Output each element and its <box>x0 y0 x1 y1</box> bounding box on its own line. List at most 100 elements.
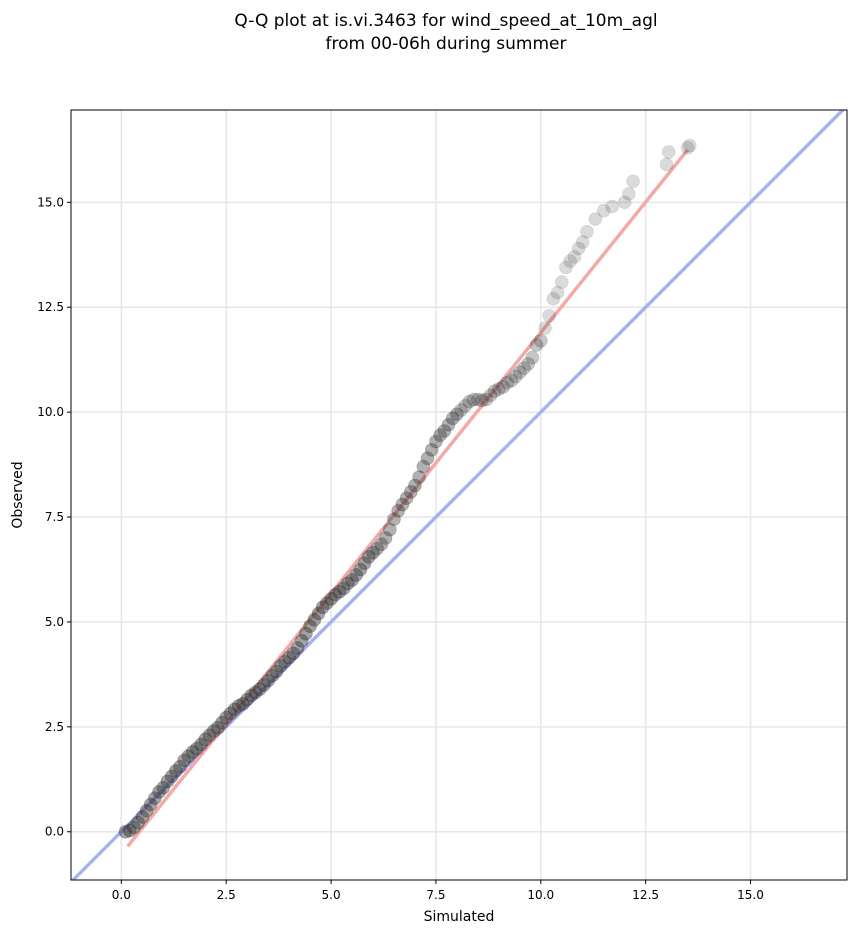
data-point <box>682 138 697 153</box>
data-point <box>265 668 280 683</box>
data-point <box>437 424 452 438</box>
data-point <box>479 392 494 407</box>
data-point <box>273 659 288 673</box>
data-point <box>278 654 292 669</box>
data-point <box>433 428 448 443</box>
data-point <box>135 810 150 824</box>
chart-title-line-2: from 00-06h during summer <box>326 34 567 54</box>
data-point <box>311 606 326 621</box>
data-point <box>424 442 439 457</box>
data-point <box>571 241 586 256</box>
data-point <box>621 187 636 201</box>
data-point <box>680 140 695 155</box>
y-tick-label: 15.0 <box>37 195 64 209</box>
data-point <box>131 815 146 830</box>
data-point <box>546 291 561 306</box>
data-point <box>143 797 158 812</box>
y-tick-label: 7.5 <box>45 510 64 524</box>
data-point <box>382 522 397 537</box>
data-point <box>194 737 208 752</box>
data-point <box>517 361 531 375</box>
data-point <box>554 275 569 289</box>
data-point <box>206 724 221 738</box>
data-point <box>177 753 192 768</box>
data-point <box>290 641 305 655</box>
data-point <box>332 584 347 599</box>
data-point <box>340 576 355 591</box>
data-point <box>596 203 611 218</box>
data-point <box>661 145 676 159</box>
data-point <box>538 321 552 336</box>
data-point <box>533 333 548 348</box>
data-point <box>454 403 468 417</box>
x-axis-label: Simulated <box>424 909 495 925</box>
x-tick-label: 12.5 <box>632 888 659 902</box>
data-point <box>315 600 330 615</box>
data-point <box>462 394 477 409</box>
data-point <box>491 382 506 396</box>
plot-frame <box>70 109 848 881</box>
data-point <box>395 497 410 512</box>
data-point <box>307 612 322 627</box>
data-point <box>118 824 133 839</box>
data-point <box>521 356 536 371</box>
data-point <box>580 224 594 239</box>
data-point <box>575 235 590 250</box>
x-tick-label: 7.5 <box>426 888 445 902</box>
data-point <box>336 581 351 596</box>
data-point <box>378 531 393 545</box>
data-point <box>416 459 431 474</box>
data-point <box>286 646 301 661</box>
data-point <box>168 763 183 778</box>
data-point <box>189 741 204 756</box>
data-point <box>219 710 234 725</box>
data-point <box>127 820 141 835</box>
data-point <box>139 803 154 818</box>
data-point <box>248 685 263 700</box>
data-point <box>236 696 250 711</box>
data-point <box>210 720 225 735</box>
plot-area <box>71 110 846 880</box>
data-point <box>403 484 418 499</box>
data-point <box>353 562 368 577</box>
data-point <box>261 673 276 688</box>
data-point <box>559 260 573 275</box>
data-point <box>324 591 338 606</box>
data-point <box>429 434 443 449</box>
chart-title-line-1: Q-Q plot at is.vi.3463 for wind_speed_at… <box>234 11 657 31</box>
data-point <box>470 392 485 407</box>
x-tick-label: 5.0 <box>322 888 341 902</box>
data-point <box>391 503 406 518</box>
reference-line-1to1 <box>71 110 846 880</box>
data-point <box>160 774 175 789</box>
data-point <box>240 692 255 707</box>
data-point <box>156 780 171 795</box>
x-tick-label: 0.0 <box>112 888 131 902</box>
data-point <box>231 698 246 713</box>
data-point <box>227 702 242 717</box>
data-point <box>147 791 162 806</box>
data-point <box>282 650 297 665</box>
data-point <box>223 706 238 721</box>
data-point <box>550 285 565 300</box>
y-axis-ticks: 0.0 2.5 5.0 7.5 10.0 12.5 15.0 <box>37 195 71 839</box>
data-point <box>458 398 473 413</box>
data-point <box>496 380 510 394</box>
data-point <box>370 541 385 556</box>
x-tick-label: 15.0 <box>737 888 764 902</box>
data-point <box>357 556 372 571</box>
data-point <box>563 254 578 268</box>
data-point <box>504 373 519 388</box>
data-point <box>420 451 435 466</box>
x-tick-label: 2.5 <box>217 888 236 902</box>
grid-lines <box>71 110 847 880</box>
data-point <box>328 587 343 602</box>
y-tick-label: 10.0 <box>37 405 64 419</box>
data-point <box>294 633 309 648</box>
plot-content <box>71 110 846 880</box>
data-point <box>412 470 427 485</box>
data-point <box>567 249 582 264</box>
data-point <box>617 195 632 210</box>
data-point <box>345 573 359 587</box>
